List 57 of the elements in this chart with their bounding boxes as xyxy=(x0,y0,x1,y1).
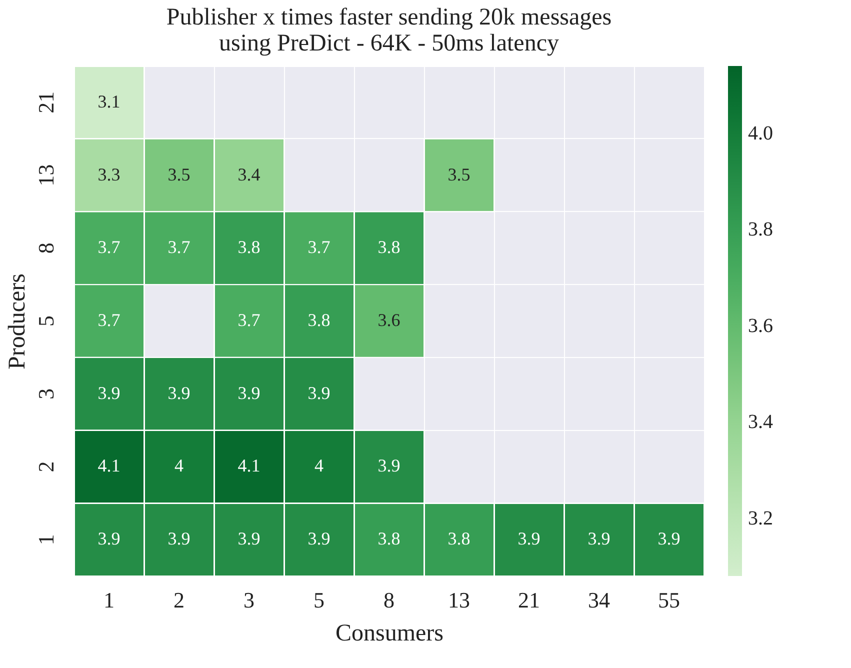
data-label: 3.4 xyxy=(238,164,260,184)
data-label: 3.9 xyxy=(588,528,610,549)
data-label: 3.7 xyxy=(238,310,260,330)
chart-subtitle: using PreDict - 64K - 50ms latency xyxy=(219,30,559,56)
data-label: 3.9 xyxy=(98,382,120,403)
data-label: 3.1 xyxy=(98,91,120,112)
data-label: 4 xyxy=(314,456,324,476)
data-label: 3.6 xyxy=(378,310,400,330)
data-label: 4 xyxy=(174,456,184,476)
data-label: 3.9 xyxy=(378,456,400,476)
data-label: 3.9 xyxy=(238,382,260,403)
data-label: 3.9 xyxy=(168,528,190,549)
data-label: 3.7 xyxy=(308,237,330,258)
data-label: 3.5 xyxy=(448,164,470,184)
y-tick-label: 2 xyxy=(34,461,58,472)
x-tick-label: 55 xyxy=(658,588,680,612)
data-label: 3.9 xyxy=(168,382,190,403)
data-label: 3.9 xyxy=(518,528,540,549)
color-bar-label: 4.0 xyxy=(748,122,773,144)
x-tick-label: 1 xyxy=(104,588,114,612)
data-label: 3.8 xyxy=(378,237,400,258)
x-tick-label: 2 xyxy=(174,588,184,612)
data-label: 3.7 xyxy=(98,237,120,258)
y-tick-label: 3 xyxy=(34,388,58,400)
color-bar-label: 3.4 xyxy=(748,411,773,434)
data-label: 3.9 xyxy=(308,528,330,549)
data-label: 3.9 xyxy=(308,382,330,403)
data-label: 3.8 xyxy=(448,528,470,549)
x-tick-label: 21 xyxy=(518,588,540,612)
y-tick-label: 8 xyxy=(34,242,58,254)
y-tick-label: 1 xyxy=(34,534,58,546)
x-tick-label: 34 xyxy=(588,588,610,612)
data-label: 3.7 xyxy=(168,237,190,258)
data-label: 4.1 xyxy=(238,456,260,476)
color-bar-label: 3.8 xyxy=(748,218,773,241)
data-label: 3.9 xyxy=(238,528,260,549)
x-tick-label: 13 xyxy=(448,588,470,612)
x-tick-label: 8 xyxy=(384,588,394,612)
data-label: 3.9 xyxy=(98,528,120,549)
color-bar-label: 3.6 xyxy=(748,314,773,337)
y-axis-title: Producers xyxy=(4,274,30,370)
color-bar-label: 3.2 xyxy=(748,507,773,530)
x-tick-label: 5 xyxy=(314,588,324,612)
data-label: 3.8 xyxy=(378,528,400,549)
x-axis-title: Consumers xyxy=(336,620,444,646)
data-label: 3.5 xyxy=(168,164,190,184)
data-label: 3.8 xyxy=(308,310,330,330)
x-tick-label: 3 xyxy=(244,588,254,612)
y-tick-label: 5 xyxy=(34,316,58,326)
y-tick-label: 21 xyxy=(34,91,58,114)
data-label: 3.3 xyxy=(98,164,120,184)
data-label: 4.1 xyxy=(98,456,120,476)
chart-title: Publisher x times faster sending 20k messages xyxy=(166,4,612,30)
data-label: 3.8 xyxy=(238,237,260,258)
y-tick-label: 13 xyxy=(34,164,58,186)
data-label: 3.9 xyxy=(658,528,680,549)
data-label: 3.7 xyxy=(98,310,120,330)
